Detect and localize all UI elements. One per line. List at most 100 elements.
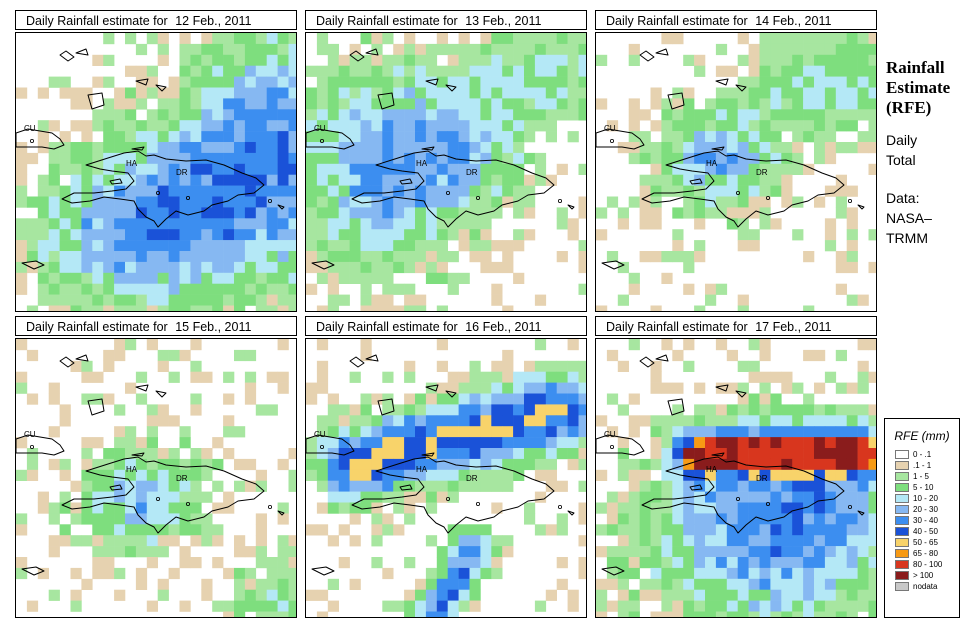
rainfall-cell [458, 229, 470, 241]
rainfall-cell [135, 502, 148, 514]
rainfall-cell [212, 87, 224, 99]
rainfall-cell [447, 469, 459, 481]
rainfall-cell [683, 557, 695, 569]
rainfall-cell [316, 207, 329, 219]
rainfall-panel-1: Daily Rainfall estimate for 12 Feb., 201… [15, 10, 297, 312]
rainfall-cell [578, 360, 586, 372]
rainfall-cell [201, 152, 213, 165]
legend-swatch [895, 461, 909, 470]
rainfall-cell [524, 415, 536, 427]
rainfall-cell [814, 33, 826, 45]
rainfall-cell [726, 185, 738, 197]
rainfall-cell [868, 458, 876, 471]
rainfall-cell [628, 567, 640, 580]
rainfall-cell [694, 207, 706, 219]
rainfall-cell [81, 174, 93, 186]
rainfall-cell [556, 513, 568, 525]
rainfall-cell [556, 109, 568, 121]
rainfall-cell [835, 491, 847, 503]
rainfall-cell [502, 393, 514, 405]
rainfall-cell [201, 448, 213, 460]
rainfall-cell [349, 469, 361, 481]
rainfall-cell [201, 589, 213, 601]
rainfall-cell [683, 261, 695, 274]
rainfall-cell [534, 152, 547, 165]
legend-swatch [895, 527, 909, 536]
panel-date: 17 Feb., 2011 [755, 320, 832, 334]
legend-item: .1 - 1 [885, 460, 959, 471]
rainfall-cell [404, 65, 416, 77]
rainfall-cell [201, 196, 213, 208]
rainfall-cell [425, 109, 438, 121]
rainfall-cell [469, 567, 481, 580]
rainfall-cell [212, 65, 224, 77]
rainfall-cell [266, 152, 278, 165]
coastline-hispaniola [351, 456, 555, 534]
rainfall-cell [650, 207, 662, 219]
rainfall-cell [770, 98, 782, 110]
rainfall-cell [114, 240, 126, 252]
rainfall-cell [277, 240, 289, 252]
legend-label: 10 - 20 [913, 494, 938, 503]
rainfall-cell [179, 196, 191, 208]
rainfall-cell [277, 43, 289, 56]
rainfall-cell [157, 142, 169, 154]
rainfall-cell [103, 229, 115, 241]
rainfall-cell [737, 513, 749, 525]
rainfall-cell [480, 251, 492, 263]
rainfall-cell [425, 589, 438, 601]
rainfall-cell [234, 600, 246, 612]
rainfall-cell [639, 578, 651, 590]
rainfall-cell [382, 109, 394, 121]
rainfall-cell [480, 557, 492, 569]
rainfall-cell [846, 261, 858, 274]
rainfall-cell [759, 174, 771, 186]
rainfall-cell [748, 437, 760, 449]
rainfall-cell [726, 535, 738, 547]
rainfall-cell [513, 458, 525, 471]
rainfall-cell [393, 131, 405, 143]
rainfall-cell [234, 611, 246, 617]
rainfall-cell [146, 426, 158, 438]
rainfall-cell [201, 513, 213, 525]
rainfall-cell [748, 426, 760, 438]
rainfall-cell [639, 513, 651, 525]
rainfall-cell [683, 87, 695, 99]
rainfall-cell [835, 415, 847, 427]
rainfall-cell [491, 185, 503, 197]
rainfall-cell [491, 120, 503, 132]
rainfall-cell [125, 502, 137, 514]
rainfall-cell [628, 339, 640, 351]
rainfall-cell [567, 87, 579, 99]
rainfall-cell [212, 152, 224, 165]
rainfall-cell [737, 294, 749, 306]
rainfall-cell [26, 305, 39, 311]
rainfall-cell [672, 437, 684, 449]
rainfall-cell [715, 546, 728, 558]
rainfall-cell [792, 43, 804, 56]
rainfall-cell [606, 426, 619, 438]
rainfall-cell [266, 174, 278, 186]
rainfall-cell [338, 458, 350, 471]
rainfall-cell [857, 546, 869, 558]
rainfall-cell [114, 513, 126, 525]
rainfall-cell [37, 283, 49, 295]
rainfall-cell [48, 229, 60, 241]
rainfall-cell [447, 589, 459, 601]
rainfall-cell [628, 272, 640, 284]
rainfall-cell [266, 272, 278, 284]
rainfall-cell [255, 305, 267, 311]
rainfall-cell [683, 98, 695, 110]
rainfall-cell [59, 491, 71, 503]
rainfall-cell [524, 87, 536, 99]
rainfall-cell [179, 294, 191, 306]
rainfall-cell [617, 546, 629, 558]
rainfall-cell [382, 142, 394, 154]
rainfall-cell [694, 415, 706, 427]
rainfall-cell [726, 163, 738, 175]
rainfall-cell [114, 294, 126, 306]
rainfall-cell [694, 131, 706, 143]
rainfall-cell [59, 207, 71, 219]
rainfall-cell [524, 513, 536, 525]
rainfall-cell [458, 152, 470, 165]
